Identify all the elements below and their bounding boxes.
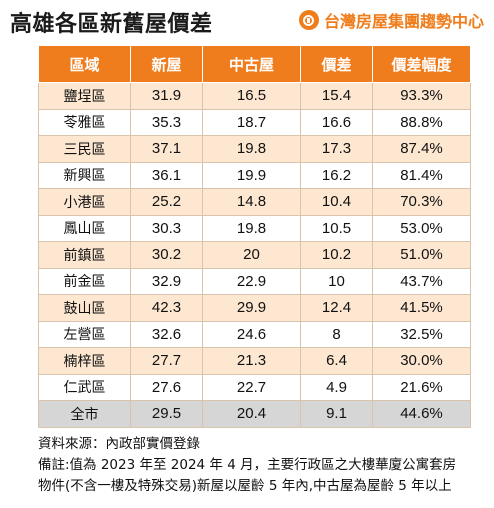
value-cell: 88.8%: [372, 108, 471, 136]
total-value-cell: 9.1: [300, 400, 373, 428]
district-cell: 仁武區: [38, 373, 131, 401]
column-header: 中古屋: [202, 45, 301, 83]
value-cell: 81.4%: [372, 161, 471, 189]
value-cell: 12.4: [300, 294, 373, 322]
district-cell: 鹽埕區: [38, 82, 131, 110]
column-header: 價差: [300, 45, 373, 83]
table-row: 鼓山區 42.3 29.9 12.4 41.5%: [38, 294, 471, 322]
value-cell: 21.3: [202, 347, 301, 375]
table-header-row: 區域 新屋 中古屋 價差 價差幅度: [38, 45, 471, 83]
value-cell: 10.4: [300, 188, 373, 216]
value-cell: 31.9: [130, 82, 203, 110]
district-cell: 新興區: [38, 161, 131, 189]
table-row: 苓雅區 35.3 18.7 16.6 88.8%: [38, 108, 471, 136]
value-cell: 30.3: [130, 214, 203, 242]
notes: 資料來源：內政部實價登錄 備註:值為 2023 年至 2024 年 4 月，主要…: [38, 434, 488, 497]
value-cell: 14.8: [202, 188, 301, 216]
value-cell: 27.6: [130, 373, 203, 401]
value-cell: 19.8: [202, 214, 301, 242]
value-cell: 20: [202, 241, 301, 269]
column-header: 區域: [38, 45, 131, 83]
brand-name: 台灣房屋集團趨勢中心: [323, 12, 484, 31]
table-row: 前鎮區 30.2 20 10.2 51.0%: [38, 241, 471, 269]
value-cell: 32.9: [130, 267, 203, 295]
page-header: 高雄各區新舊屋價差 台灣房屋集團趨勢中心: [0, 0, 494, 40]
table-row: 鹽埕區 31.9 16.5 15.4 93.3%: [38, 82, 471, 110]
district-cell: 楠梓區: [38, 347, 131, 375]
value-cell: 36.1: [130, 161, 203, 189]
value-cell: 16.2: [300, 161, 373, 189]
value-cell: 41.5%: [372, 294, 471, 322]
value-cell: 30.2: [130, 241, 203, 269]
value-cell: 8: [300, 320, 373, 348]
value-cell: 19.8: [202, 135, 301, 163]
district-cell: 鳳山區: [38, 214, 131, 242]
value-cell: 10.5: [300, 214, 373, 242]
value-cell: 93.3%: [372, 82, 471, 110]
value-cell: 24.6: [202, 320, 301, 348]
district-cell: 苓雅區: [38, 108, 131, 136]
value-cell: 22.7: [202, 373, 301, 401]
total-label-cell: 全市: [38, 400, 131, 428]
value-cell: 30.0%: [372, 347, 471, 375]
district-cell: 前鎮區: [38, 241, 131, 269]
table-row: 新興區 36.1 19.9 16.2 81.4%: [38, 161, 471, 189]
value-cell: 21.6%: [372, 373, 471, 401]
value-cell: 16.5: [202, 82, 301, 110]
value-cell: 51.0%: [372, 241, 471, 269]
table-row: 小港區 25.2 14.8 10.4 70.3%: [38, 188, 471, 216]
value-cell: 27.7: [130, 347, 203, 375]
value-cell: 19.9: [202, 161, 301, 189]
district-cell: 三民區: [38, 135, 131, 163]
value-cell: 17.3: [300, 135, 373, 163]
value-cell: 25.2: [130, 188, 203, 216]
district-cell: 小港區: [38, 188, 131, 216]
value-cell: 43.7%: [372, 267, 471, 295]
price-gap-table: 區域 新屋 中古屋 價差 價差幅度 鹽埕區 31.9 16.5 15.4 93.3% 苓雅區 35.…: [38, 45, 471, 428]
total-value-cell: 44.6%: [372, 400, 471, 428]
table-row: 三民區 37.1 19.8 17.3 87.4%: [38, 135, 471, 163]
district-cell: 前金區: [38, 267, 131, 295]
page-title: 高雄各區新舊屋價差: [10, 12, 213, 37]
table-body: 鹽埕區 31.9 16.5 15.4 93.3% 苓雅區 35.3 18.7 16.6 88.8%…: [38, 82, 471, 428]
table-row: 左營區 32.6 24.6 8 32.5%: [38, 320, 471, 348]
value-cell: 53.0%: [372, 214, 471, 242]
house-logo-icon: [298, 10, 319, 30]
value-cell: 15.4: [300, 82, 373, 110]
value-cell: 42.3: [130, 294, 203, 322]
value-cell: 10.2: [300, 241, 373, 269]
value-cell: 22.9: [202, 267, 301, 295]
source-note: 資料來源：內政部實價登錄: [38, 436, 200, 452]
value-cell: 18.7: [202, 108, 301, 136]
value-cell: 4.9: [300, 373, 373, 401]
value-cell: 32.5%: [372, 320, 471, 348]
value-cell: 32.6: [130, 320, 203, 348]
district-cell: 左營區: [38, 320, 131, 348]
table-row: 前金區 32.9 22.9 10 43.7%: [38, 267, 471, 295]
column-header: 新屋: [130, 45, 203, 83]
value-cell: 87.4%: [372, 135, 471, 163]
value-cell: 10: [300, 267, 373, 295]
total-value-cell: 20.4: [202, 400, 301, 428]
brand: 台灣房屋集團趨勢中心: [298, 8, 484, 32]
value-cell: 70.3%: [372, 188, 471, 216]
total-row: 全市 29.5 20.4 9.1 44.6%: [38, 400, 471, 428]
remark-line-1: 備註:值為 2023 年至 2024 年 4 月，主要行政區之大樓華廈公寓套房: [38, 457, 457, 473]
remark-line-2: 物件(不含一樓及特殊交易)新屋以屋齡 5 年內,中古屋為屋齡 5 年以上: [38, 478, 452, 494]
table-row: 仁武區 27.6 22.7 4.9 21.6%: [38, 373, 471, 401]
table-row: 鳳山區 30.3 19.8 10.5 53.0%: [38, 214, 471, 242]
total-value-cell: 29.5: [130, 400, 203, 428]
value-cell: 35.3: [130, 108, 203, 136]
table-row: 楠梓區 27.7 21.3 6.4 30.0%: [38, 347, 471, 375]
value-cell: 6.4: [300, 347, 373, 375]
value-cell: 16.6: [300, 108, 373, 136]
district-cell: 鼓山區: [38, 294, 131, 322]
value-cell: 29.9: [202, 294, 301, 322]
column-header: 價差幅度: [372, 45, 471, 83]
value-cell: 37.1: [130, 135, 203, 163]
